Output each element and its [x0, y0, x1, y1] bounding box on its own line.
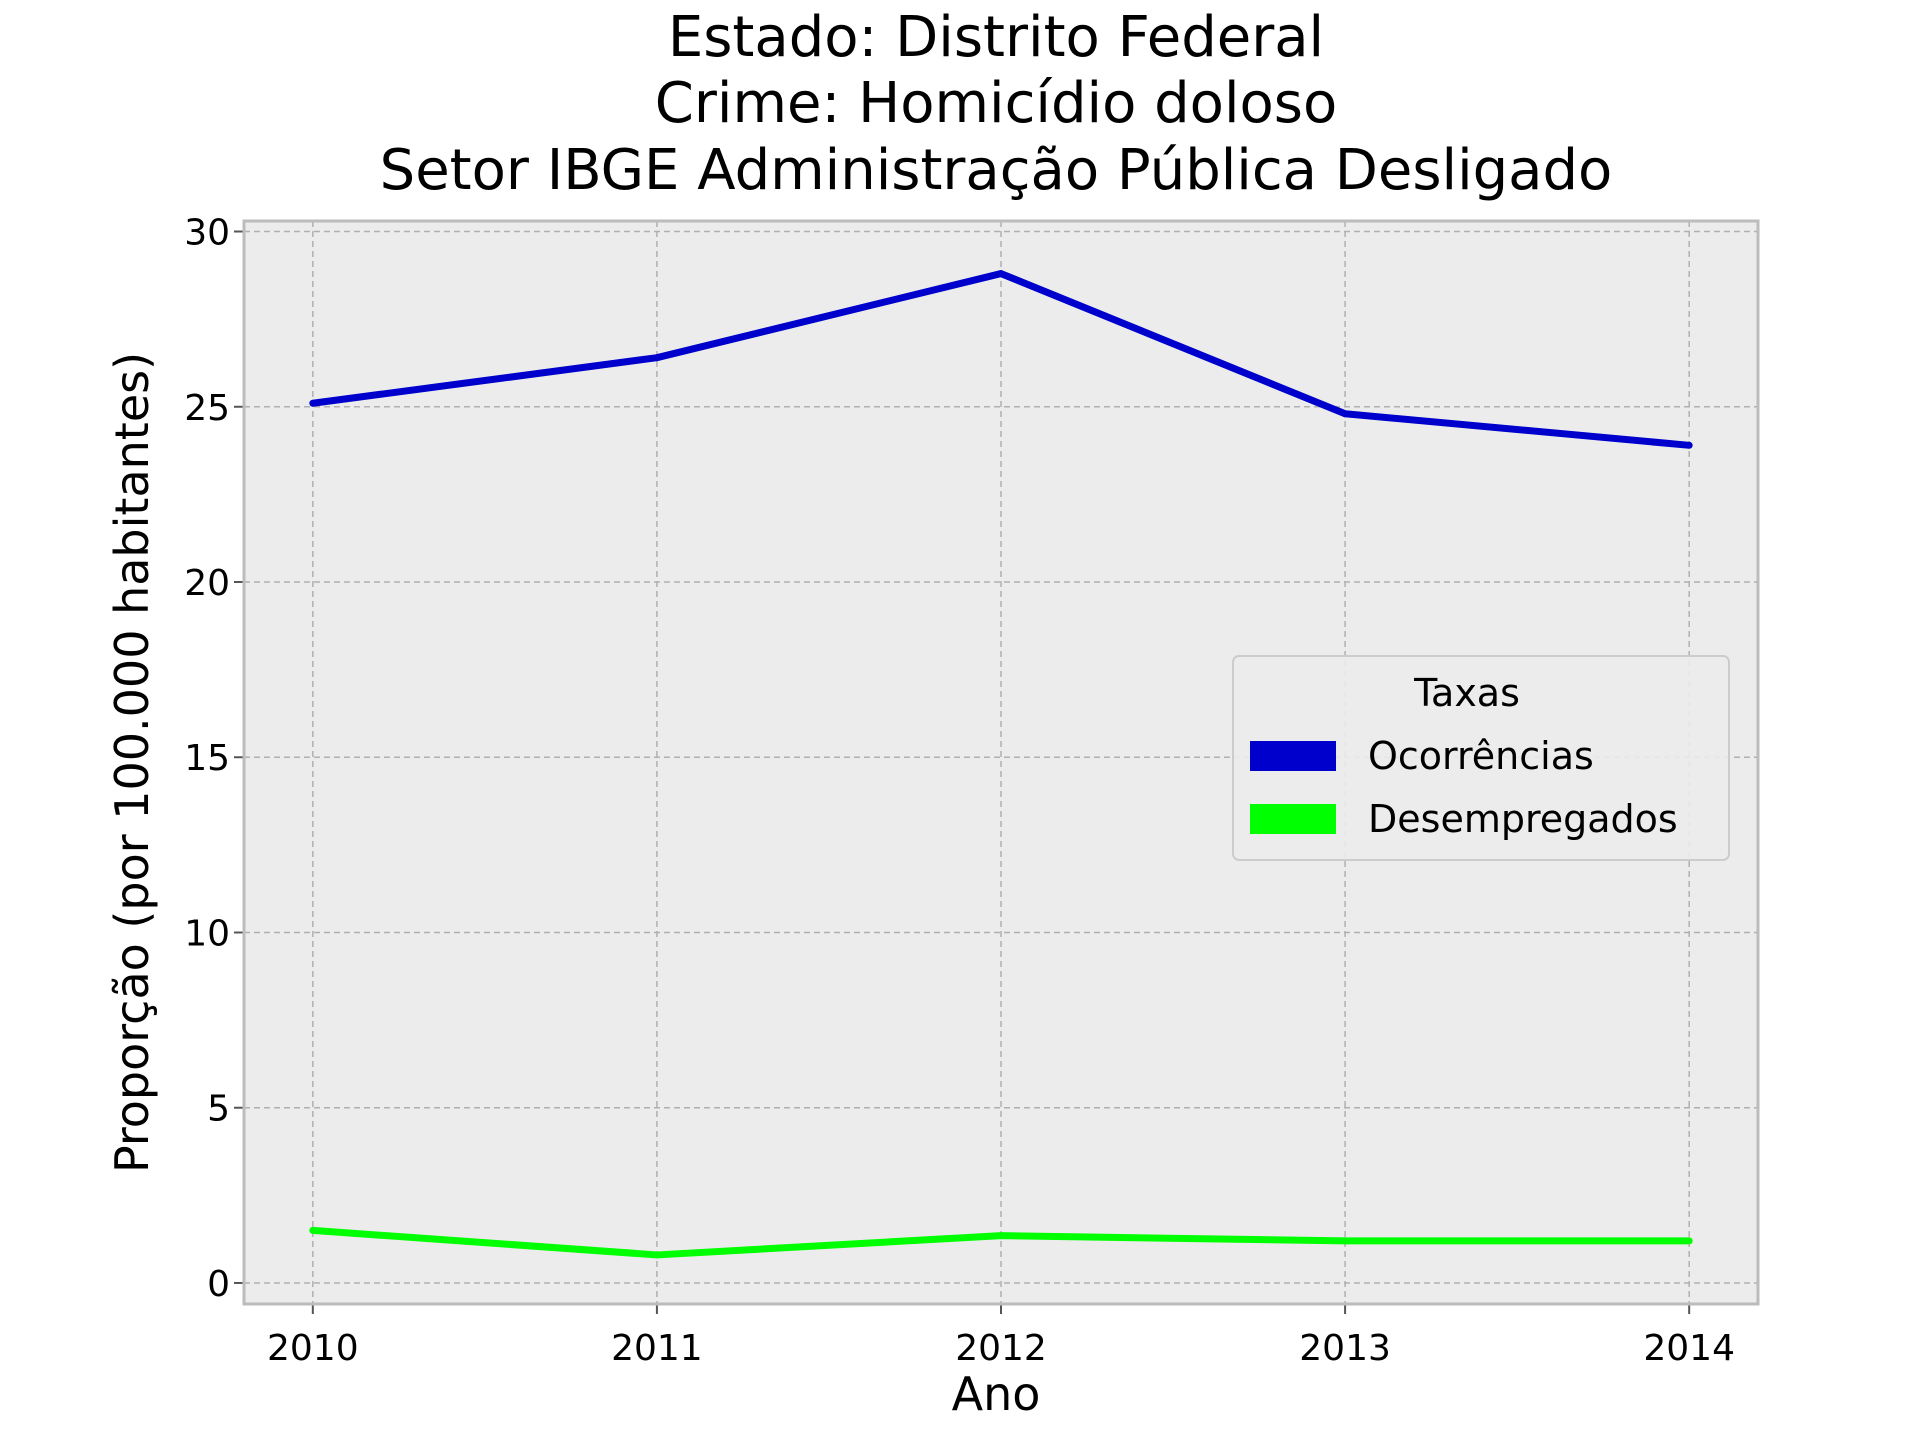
legend-box — [1232, 655, 1730, 861]
legend-swatch-desempregados — [1250, 804, 1336, 834]
data-point-ocorrencias — [653, 354, 661, 362]
legend-items: Ocorrências Desempregados — [1250, 734, 1678, 841]
data-point-ocorrencias — [309, 399, 317, 407]
series-lines — [309, 270, 1693, 1259]
data-point-ocorrencias — [1685, 441, 1693, 449]
y-tick-label: 15 — [184, 738, 230, 779]
x-axis-label: Ano — [952, 1367, 1041, 1421]
legend-label-ocorrencias: Ocorrências — [1368, 734, 1594, 778]
legend-title: Taxas — [1413, 671, 1520, 715]
plot-frame — [242, 219, 1760, 1306]
y-tick-label: 25 — [184, 388, 230, 429]
chart-title-line-1: Estado: Distrito Federal — [668, 5, 1324, 70]
data-point-desempregados — [997, 1232, 1005, 1240]
x-tick-label: 2013 — [1299, 1328, 1391, 1369]
x-axis: 2010 2011 2012 2013 2014 — [267, 1304, 1735, 1369]
chart-title-line-3: Setor IBGE Administração Pública Desliga… — [380, 138, 1613, 203]
data-point-ocorrencias — [1341, 410, 1349, 418]
y-tick-label: 30 — [184, 213, 230, 254]
y-tick-label: 10 — [184, 913, 230, 954]
legend: Taxas Ocorrências Desempregados — [1232, 655, 1730, 861]
x-tick-label: 2012 — [955, 1328, 1047, 1369]
y-axis: 0 5 10 15 20 25 30 — [184, 213, 244, 1305]
data-point-desempregados — [1685, 1237, 1693, 1245]
x-tick-label: 2010 — [267, 1328, 359, 1369]
y-tick-label: 5 — [207, 1089, 230, 1130]
legend-swatch-ocorrencias — [1250, 741, 1336, 771]
y-tick-label: 0 — [207, 1264, 230, 1305]
data-point-desempregados — [1341, 1237, 1349, 1245]
data-point-ocorrencias — [997, 270, 1005, 278]
chart-title: Estado: Distrito Federal Crime: Homicídi… — [380, 5, 1613, 203]
x-tick-label: 2014 — [1643, 1328, 1735, 1369]
data-point-desempregados — [309, 1226, 317, 1234]
y-axis-label: Proporção (por 100.000 habitantes) — [105, 352, 159, 1173]
legend-label-desempregados: Desempregados — [1368, 797, 1678, 841]
y-tick-label: 20 — [184, 563, 230, 604]
data-point-desempregados — [653, 1251, 661, 1259]
chart-title-line-2: Crime: Homicídio doloso — [655, 71, 1337, 136]
x-tick-label: 2011 — [611, 1328, 703, 1369]
